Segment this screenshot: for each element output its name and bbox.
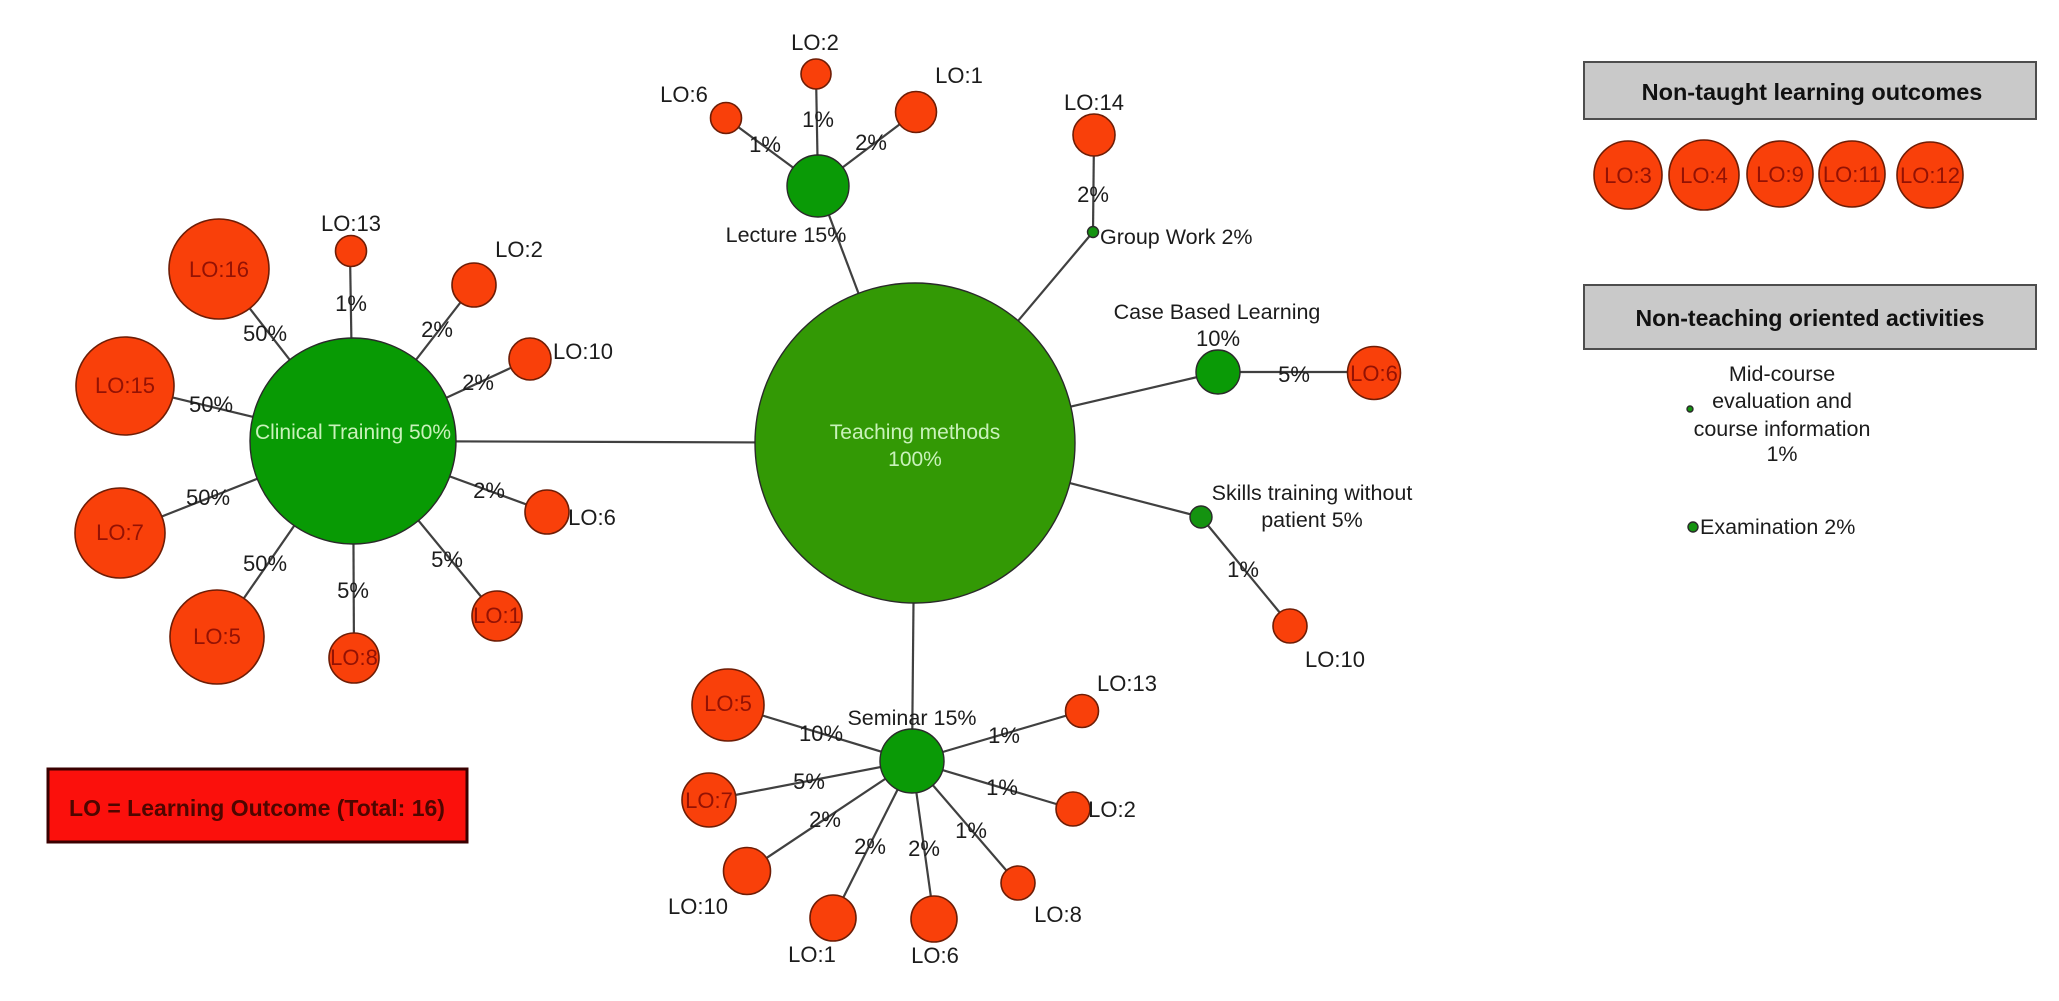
svg-text:Teaching methods: Teaching methods xyxy=(830,421,1000,444)
svg-text:10%: 10% xyxy=(1196,326,1240,351)
svg-text:2%: 2% xyxy=(908,836,940,861)
svg-text:LO:8: LO:8 xyxy=(1034,902,1082,927)
svg-text:LO:6: LO:6 xyxy=(568,505,616,530)
svg-text:50%: 50% xyxy=(243,321,287,346)
svg-text:1%: 1% xyxy=(749,132,781,157)
svg-text:LO:7: LO:7 xyxy=(96,520,144,545)
svg-text:evaluation and: evaluation and xyxy=(1712,389,1852,413)
svg-text:LO:4: LO:4 xyxy=(1680,163,1728,188)
svg-text:10%: 10% xyxy=(799,721,843,746)
svg-text:Lecture 15%: Lecture 15% xyxy=(726,223,847,247)
svg-text:patient 5%: patient 5% xyxy=(1261,508,1363,532)
svg-text:2%: 2% xyxy=(854,834,886,859)
svg-text:LO:10: LO:10 xyxy=(668,894,728,919)
svg-text:Skills training without: Skills training without xyxy=(1212,481,1413,505)
svg-text:5%: 5% xyxy=(431,547,463,572)
svg-text:LO:13: LO:13 xyxy=(321,211,381,236)
svg-text:2%: 2% xyxy=(421,317,453,342)
svg-text:LO:10: LO:10 xyxy=(553,339,613,364)
svg-text:1%: 1% xyxy=(1766,442,1797,466)
svg-text:LO:8: LO:8 xyxy=(330,645,378,670)
svg-text:LO:7: LO:7 xyxy=(685,788,733,813)
svg-text:100%: 100% xyxy=(888,448,942,471)
svg-text:Case Based Learning: Case Based Learning xyxy=(1114,300,1321,324)
svg-text:2%: 2% xyxy=(1077,182,1109,207)
svg-text:LO:2: LO:2 xyxy=(495,237,543,262)
svg-text:LO:2: LO:2 xyxy=(1088,797,1136,822)
svg-text:course information: course information xyxy=(1694,417,1871,441)
svg-text:LO:1: LO:1 xyxy=(935,63,983,88)
svg-text:LO:5: LO:5 xyxy=(193,624,241,649)
svg-text:LO:6: LO:6 xyxy=(911,943,959,968)
svg-text:LO:10: LO:10 xyxy=(1305,647,1365,672)
svg-text:50%: 50% xyxy=(189,392,233,417)
svg-text:1%: 1% xyxy=(988,723,1020,748)
svg-text:Examination 2%: Examination 2% xyxy=(1700,515,1855,539)
svg-text:LO:1: LO:1 xyxy=(473,603,521,628)
svg-text:LO:11: LO:11 xyxy=(1823,162,1881,187)
svg-text:LO:6: LO:6 xyxy=(660,82,708,107)
svg-text:LO:6: LO:6 xyxy=(1350,361,1398,386)
svg-text:LO:16: LO:16 xyxy=(189,257,249,282)
svg-text:50%: 50% xyxy=(186,485,230,510)
svg-text:1%: 1% xyxy=(955,818,987,843)
svg-text:LO:3: LO:3 xyxy=(1604,163,1652,188)
svg-text:LO:13: LO:13 xyxy=(1097,671,1157,696)
svg-text:LO = Learning Outcome (Total:: LO = Learning Outcome (Total: 16) xyxy=(69,795,445,821)
svg-text:LO:15: LO:15 xyxy=(95,373,155,398)
svg-text:LO:12: LO:12 xyxy=(1900,163,1960,188)
svg-text:LO:9: LO:9 xyxy=(1756,162,1804,187)
svg-text:Mid-course: Mid-course xyxy=(1729,362,1835,386)
svg-text:1%: 1% xyxy=(986,775,1018,800)
svg-text:LO:5: LO:5 xyxy=(704,691,752,716)
svg-text:5%: 5% xyxy=(1278,362,1310,387)
svg-text:Group Work 2%: Group Work 2% xyxy=(1100,225,1253,249)
svg-text:LO:1: LO:1 xyxy=(788,942,836,967)
svg-text:Non-teaching oriented activiti: Non-teaching oriented activities xyxy=(1636,305,1985,331)
svg-text:LO:2: LO:2 xyxy=(791,30,839,55)
svg-text:1%: 1% xyxy=(335,291,367,316)
svg-text:2%: 2% xyxy=(462,370,494,395)
svg-text:Clinical Training 50%: Clinical Training 50% xyxy=(255,421,451,444)
svg-text:Seminar 15%: Seminar 15% xyxy=(847,706,976,730)
svg-text:5%: 5% xyxy=(793,769,825,794)
svg-text:1%: 1% xyxy=(802,107,834,132)
svg-text:1%: 1% xyxy=(1227,557,1259,582)
svg-text:Non-taught learning outcomes: Non-taught learning outcomes xyxy=(1642,79,1983,105)
svg-text:2%: 2% xyxy=(809,807,841,832)
svg-text:50%: 50% xyxy=(243,551,287,576)
svg-text:LO:14: LO:14 xyxy=(1064,90,1124,115)
svg-text:5%: 5% xyxy=(337,578,369,603)
svg-text:2%: 2% xyxy=(855,130,887,155)
svg-text:2%: 2% xyxy=(473,478,505,503)
